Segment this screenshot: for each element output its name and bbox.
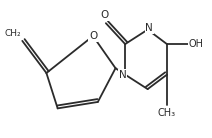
- Text: O: O: [89, 31, 97, 41]
- Text: CH₂: CH₂: [4, 29, 21, 38]
- Text: OH: OH: [189, 39, 204, 49]
- Text: O: O: [100, 10, 108, 20]
- Text: N: N: [119, 70, 127, 80]
- Text: CH₃: CH₃: [158, 108, 176, 118]
- Text: N: N: [145, 23, 153, 33]
